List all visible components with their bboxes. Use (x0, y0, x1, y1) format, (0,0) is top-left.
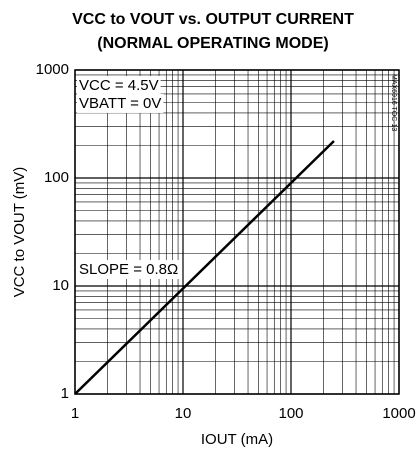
y-tick-label: 1 (61, 385, 69, 402)
x-tick-label: 1000 (382, 405, 415, 422)
annotation-background (77, 259, 181, 279)
y-tick-label: 10 (52, 277, 69, 294)
chart-title: VCC to VOUT vs. OUTPUT CURRENT (72, 11, 354, 28)
annotation: VCC = 4.5V (79, 77, 159, 94)
data-line (74, 140, 335, 395)
y-axis-label: VCC to VOUT (mV) (11, 167, 28, 298)
annotation: SLOPE = 0.8Ω (79, 261, 178, 278)
annotation: VBATT = 0V (79, 95, 161, 112)
x-axis-label: IOUT (mA) (201, 431, 273, 448)
x-tick-label: 1 (71, 405, 79, 422)
x-tick-label: 100 (278, 405, 303, 422)
annotation-background (77, 93, 164, 113)
y-tick-label: 1000 (36, 61, 69, 78)
annotation-background (77, 75, 161, 95)
plot-frame (74, 69, 400, 395)
figure-code: MAX6916 TOC-13 (390, 74, 397, 131)
y-tick-label: 100 (44, 169, 69, 186)
chart-subtitle: (NORMAL OPERATING MODE) (97, 35, 328, 52)
x-tick-label: 10 (175, 405, 192, 422)
